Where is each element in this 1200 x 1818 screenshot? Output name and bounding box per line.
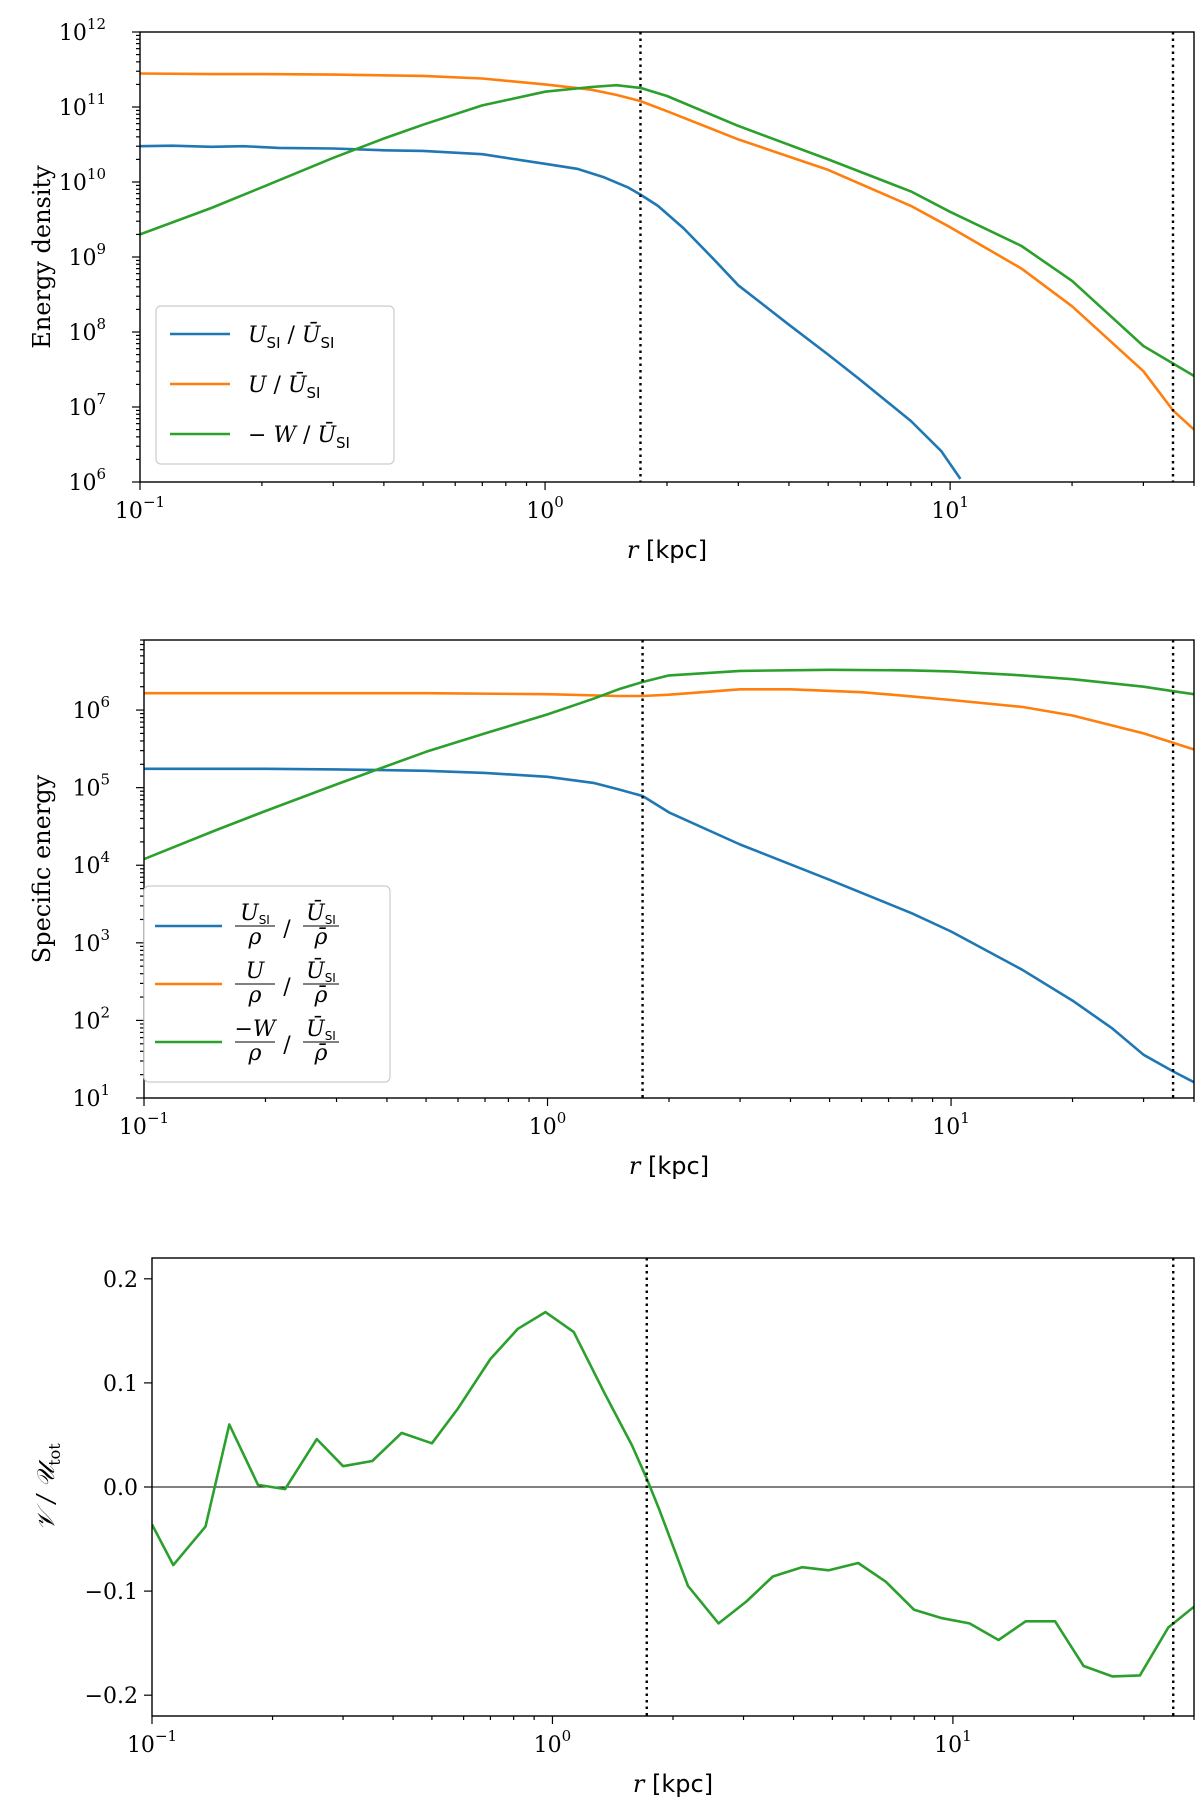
series-line-0 — [140, 144, 962, 480]
legend-label: USI — [240, 901, 270, 927]
legend-label: ρ̄ — [314, 925, 328, 950]
y-tick-label: 101 — [72, 1081, 110, 1112]
series-line-1 — [144, 687, 1194, 751]
legend-label: −W — [234, 1017, 277, 1042]
x-axis-label: r [kpc] — [629, 1152, 709, 1180]
legend-label: ŪSI — [306, 899, 336, 927]
y-tick-label: 106 — [72, 693, 110, 724]
legend: USI / ŪSI U / ŪSI − W / ŪSI — [155, 305, 395, 465]
legend-label: / — [283, 1033, 291, 1058]
legend-label: U / ŪSI — [248, 371, 320, 402]
x-tick-label: 101 — [934, 1727, 972, 1758]
y-tick-label: 0.1 — [103, 1372, 138, 1397]
series-line-2 — [140, 83, 1194, 378]
legend-label: ρ — [248, 983, 262, 1008]
legend-label: ρ — [248, 1041, 262, 1066]
legend-label: ŪSI — [306, 1015, 336, 1043]
y-tick-label: 0.0 — [103, 1476, 138, 1501]
legend-label: U — [246, 959, 266, 984]
y-axis-label: Energy density — [28, 165, 56, 349]
x-axis-label: r [kpc] — [627, 536, 707, 564]
y-tick-label: 102 — [72, 1003, 110, 1034]
y-tick-label: −0.2 — [85, 1684, 138, 1709]
y-tick-label: 108 — [68, 315, 106, 346]
y-tick-label: 106 — [68, 465, 106, 496]
plot-frame — [143, 639, 1195, 1099]
y-tick-label: 0.2 — [103, 1268, 138, 1293]
y-tick-label: 1010 — [59, 165, 106, 196]
legend-label: / — [283, 917, 291, 942]
x-axis-label: r [kpc] — [633, 1770, 713, 1798]
y-tick-label: 107 — [68, 390, 106, 421]
series-line-0 — [152, 1310, 1194, 1678]
y-tick-label: −0.1 — [85, 1580, 138, 1605]
y-tick-label: 105 — [72, 771, 110, 802]
legend-label: − W / ŪSI — [248, 421, 350, 452]
x-tick-label: 10−1 — [115, 493, 165, 524]
y-tick-label: 109 — [68, 240, 106, 271]
legend-label: ρ̄ — [314, 983, 328, 1008]
y-tick-label: 104 — [72, 848, 110, 879]
x-tick-label: 10−1 — [119, 1109, 169, 1140]
y-axis-label: Specific energy — [28, 774, 56, 963]
plot-frame — [139, 31, 1195, 483]
specific-energy-panel: 10−1 100 101 101 102 103 104 105 106 r [kpc] Speci… — [28, 639, 1195, 1180]
y-axis-label: 𝒱 / 𝒰tot — [32, 1443, 64, 1531]
plot-frame — [151, 1257, 1195, 1717]
y-tick-label: 1011 — [59, 90, 106, 121]
x-tick-label: 101 — [931, 493, 969, 524]
legend-label: ŪSI — [306, 957, 336, 985]
x-tick-label: 100 — [534, 1727, 572, 1758]
y-tick-label: 1012 — [59, 15, 106, 46]
legend-label: ρ̄ — [314, 1041, 328, 1066]
y-tick-label: 103 — [72, 926, 110, 957]
x-tick-label: 100 — [529, 1109, 567, 1140]
energy-density-panel: 10−1 100 101 106 107 108 109 1010 1011 1012 r [kpc… — [28, 15, 1195, 564]
legend-label: USI / ŪSI — [248, 321, 334, 352]
legend-box — [155, 305, 395, 465]
series-line-2 — [144, 668, 1194, 861]
series-line-0 — [144, 767, 1194, 1084]
legend-label: ρ — [248, 925, 262, 950]
x-tick-label: 101 — [932, 1109, 970, 1140]
legend-label: / — [283, 975, 291, 1000]
x-tick-label: 10−1 — [127, 1727, 177, 1758]
series-line-1 — [140, 72, 1194, 431]
x-tick-label: 100 — [526, 493, 564, 524]
virial-ratio-panel: 10−1 100 101 −0.2 −0.1 0.0 0.1 0.2 r [kpc] 𝒱 / 𝒰t… — [32, 1257, 1195, 1798]
